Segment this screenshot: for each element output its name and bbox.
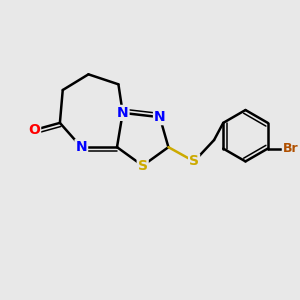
Text: S: S (138, 159, 148, 173)
Text: S: S (189, 154, 199, 168)
Text: N: N (76, 140, 87, 154)
Text: N: N (117, 106, 128, 120)
Text: O: O (28, 123, 40, 137)
Text: Br: Br (283, 142, 298, 155)
Text: N: N (154, 110, 166, 124)
